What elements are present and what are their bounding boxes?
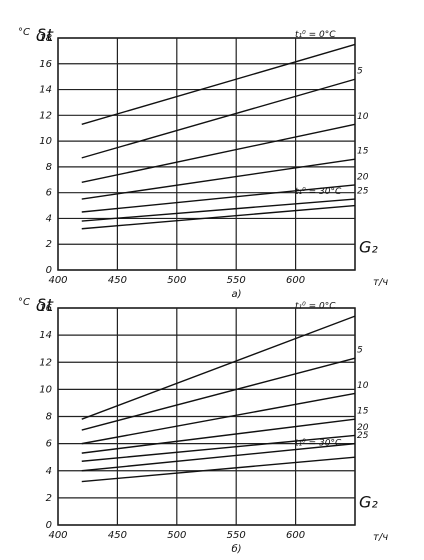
curve-label: t₁⁰ = 30°C bbox=[295, 187, 342, 197]
curve bbox=[81, 418, 356, 454]
x-unit: т/ч bbox=[373, 277, 388, 288]
y-tick-label: 18 bbox=[39, 33, 52, 44]
x-unit: т/ч bbox=[373, 532, 388, 543]
curve bbox=[81, 43, 356, 126]
x-tick-label: 600 bbox=[286, 530, 305, 541]
y-label: δt bbox=[36, 296, 54, 316]
curve bbox=[81, 123, 356, 184]
curve bbox=[81, 442, 356, 472]
curve-label: 10 bbox=[357, 381, 369, 391]
curve bbox=[81, 198, 356, 222]
curve-label: 5 bbox=[357, 346, 363, 356]
x-tick-label: 500 bbox=[167, 530, 186, 541]
y-tick-label: 14 bbox=[39, 330, 52, 341]
curve bbox=[81, 315, 356, 420]
y-tick-label: 8 bbox=[46, 162, 52, 173]
curve bbox=[81, 158, 356, 200]
x-tick-label: 500 bbox=[167, 275, 186, 286]
y-tick-label: 8 bbox=[46, 412, 52, 423]
y-tick-label: 12 bbox=[39, 110, 52, 121]
y-tick-label: 12 bbox=[39, 357, 52, 368]
y-tick-label: 16 bbox=[39, 303, 52, 314]
y-unit: °C bbox=[18, 297, 30, 308]
curve-label: t₁⁰ = 0°C bbox=[295, 302, 336, 312]
y-tick-label: 14 bbox=[39, 85, 52, 96]
curve-label: 20 bbox=[357, 423, 369, 433]
curve-label: 25 bbox=[357, 187, 369, 197]
x-tick-label: 600 bbox=[286, 275, 305, 286]
y-tick-label: 6 bbox=[46, 188, 52, 199]
y-tick-label: 4 bbox=[46, 213, 52, 224]
y-tick-label: 0 bbox=[46, 265, 52, 276]
curve bbox=[81, 184, 356, 213]
x-label: G₂ bbox=[359, 238, 378, 257]
y-label: δt bbox=[36, 26, 54, 46]
curve bbox=[81, 434, 356, 462]
curve-label: t₁⁰ = 0°C bbox=[295, 30, 336, 40]
curve-label: 10 bbox=[357, 112, 369, 122]
x-tick-label: 450 bbox=[108, 275, 127, 286]
curve-label: 25 bbox=[357, 431, 369, 441]
caption: б) bbox=[231, 543, 241, 555]
y-tick-label: 6 bbox=[46, 439, 52, 450]
y-tick-label: 4 bbox=[46, 466, 52, 477]
x-tick-label: 400 bbox=[48, 530, 67, 541]
y-tick-label: 10 bbox=[39, 136, 52, 147]
x-label: G₂ bbox=[359, 493, 378, 512]
curve bbox=[81, 78, 356, 159]
curve-label: t₁⁰ = 30°C bbox=[295, 439, 342, 449]
plot-frame bbox=[57, 37, 356, 271]
curve bbox=[81, 204, 356, 230]
curve bbox=[81, 456, 356, 483]
curve-label: 15 bbox=[357, 407, 369, 417]
curve bbox=[81, 357, 356, 431]
y-tick-label: 2 bbox=[46, 493, 52, 504]
y-tick-label: 2 bbox=[46, 239, 52, 250]
curve-label: 15 bbox=[357, 147, 369, 157]
x-tick-label: 450 bbox=[108, 530, 127, 541]
curve-label: 20 bbox=[357, 172, 369, 182]
curve bbox=[81, 392, 356, 445]
y-tick-label: 10 bbox=[39, 384, 52, 395]
x-tick-label: 550 bbox=[227, 275, 246, 286]
y-tick-label: 16 bbox=[39, 59, 52, 70]
caption: а) bbox=[231, 289, 241, 300]
y-tick-label: 0 bbox=[46, 520, 52, 531]
y-unit: °C bbox=[18, 27, 30, 38]
x-tick-label: 550 bbox=[227, 530, 246, 541]
curve-label: 5 bbox=[357, 67, 363, 77]
x-tick-label: 400 bbox=[48, 275, 67, 286]
